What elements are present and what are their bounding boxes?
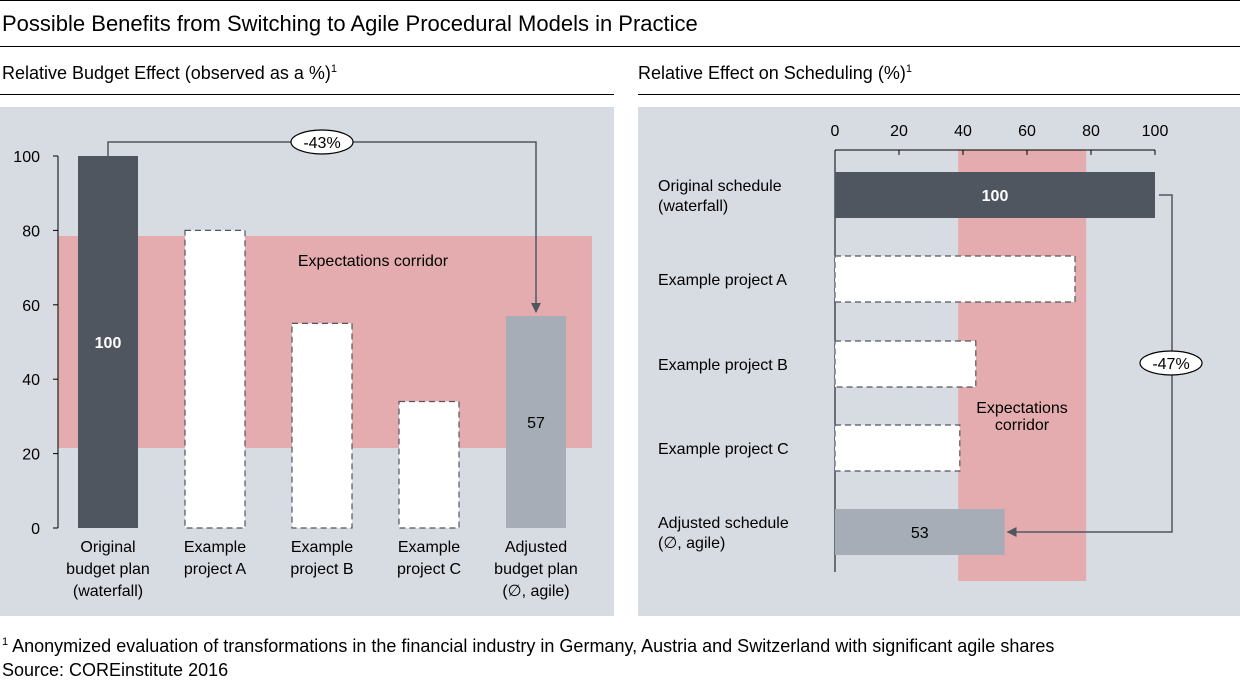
footnote-marker: 1: [2, 636, 9, 648]
right-category-label: (waterfall): [658, 198, 728, 215]
right-category-label: Example project A: [658, 272, 787, 289]
left-category-label: budget plan: [66, 561, 150, 578]
left-category-label: (∅, agile): [502, 583, 569, 600]
right-bar: [834, 255, 1076, 303]
right-x-tick-label: 0: [831, 123, 840, 140]
left-y-tick-label: 0: [31, 521, 40, 538]
left-y-tick-label: 20: [22, 447, 40, 464]
footnote-text: Anonymized evaluation of transformations…: [12, 636, 1055, 656]
left-bar: [398, 400, 460, 529]
left-reduction-badge: [290, 129, 354, 155]
right-reduction-badge: [1139, 350, 1203, 376]
left-panel-rule: [0, 94, 614, 95]
left-reduction-label: -43%: [303, 135, 340, 152]
right-corridor-label: corridor: [995, 417, 1050, 434]
left-category-label: project C: [397, 561, 461, 578]
left-category-label: Example: [398, 539, 460, 556]
right-category-label: Example project B: [658, 357, 788, 374]
left-bar: [506, 315, 566, 528]
title-rule: [0, 46, 1240, 47]
left-category-label: (waterfall): [73, 583, 143, 600]
left-bar: [78, 156, 138, 528]
left-subtitle-footnote-marker: 1: [330, 63, 337, 75]
right-corridor-label: Expectations: [976, 400, 1068, 417]
right-x-tick-label: 80: [1082, 123, 1100, 140]
right-bar: [835, 172, 1155, 218]
right-bar: [834, 424, 961, 472]
right-x-tick-label: 40: [954, 123, 972, 140]
right-reduction-label: -47%: [1152, 356, 1189, 373]
source-note: Source: COREinstitute 2016: [2, 660, 229, 680]
left-bar: [184, 229, 246, 529]
left-category-label: Example: [291, 539, 353, 556]
left-y-tick-label: 60: [22, 298, 40, 315]
left-category-label: budget plan: [494, 561, 578, 578]
right-category-label: Example project C: [658, 441, 789, 458]
left-category-label: Original: [80, 539, 135, 556]
right-category-label: Original schedule: [658, 178, 782, 195]
right-subtitle-footnote-marker: 1: [905, 63, 912, 75]
left-y-tick-label: 40: [22, 372, 40, 389]
left-bar-value-label: 57: [527, 415, 545, 432]
right-bar-value-label: 53: [911, 525, 929, 542]
right-bar: [835, 509, 1005, 555]
left-category-label: project A: [184, 561, 247, 578]
left-bar-value-label: 100: [95, 335, 122, 352]
left-subtitle-text: Relative Budget Effect (observed as a %): [2, 63, 331, 83]
right-x-tick-label: 100: [1142, 123, 1169, 140]
left-category-label: Example: [184, 539, 246, 556]
left-bar: [291, 322, 353, 529]
right-panel-rule: [638, 94, 1240, 95]
left-subtitle: Relative Budget Effect (observed as a %)…: [2, 63, 337, 84]
right-subtitle-text: Relative Effect on Scheduling (%): [638, 63, 906, 83]
left-category-label: Adjusted: [505, 539, 567, 556]
right-bar: [834, 340, 977, 388]
top-rule: [0, 0, 1240, 1]
left-category-label: project B: [290, 561, 353, 578]
right-x-tick-label: 20: [890, 123, 908, 140]
left-y-tick-label: 80: [22, 223, 40, 240]
footnote: 1 Anonymized evaluation of transformatio…: [2, 636, 1054, 657]
left-corridor-label: Expectations corridor: [298, 253, 449, 270]
right-bar-value-label: 100: [982, 188, 1009, 205]
right-subtitle: Relative Effect on Scheduling (%)1: [638, 63, 912, 84]
right-x-tick-label: 60: [1018, 123, 1036, 140]
page-title: Possible Benefits from Switching to Agil…: [2, 11, 698, 36]
right-category-label: (∅, agile): [658, 535, 725, 552]
left-y-tick-label: 100: [13, 149, 40, 166]
right-category-label: Adjusted schedule: [658, 515, 789, 532]
